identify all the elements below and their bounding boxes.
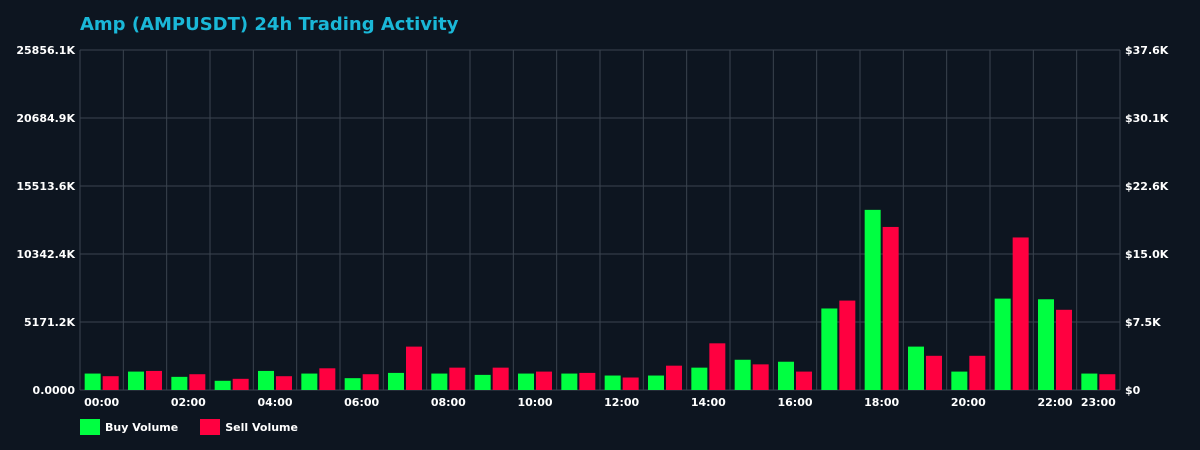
- bar-buy-volume: [84, 373, 101, 390]
- bar-sell-volume: [406, 346, 422, 390]
- bar-sell-volume: [709, 343, 726, 390]
- bar-sell-volume: [969, 355, 986, 390]
- y-right-tick-label: $0: [1125, 384, 1141, 397]
- bar-sell-volume: [752, 364, 769, 390]
- bar-sell-volume: [579, 372, 596, 390]
- x-tick-label: 16:00: [777, 396, 812, 409]
- bar-buy-volume: [908, 346, 924, 390]
- y-right-tick-label: $7.5K: [1125, 316, 1161, 329]
- bar-sell-volume: [1099, 374, 1116, 390]
- legend-swatch-buy: [80, 419, 100, 435]
- chart-title: Amp (AMPUSDT) 24h Trading Activity: [80, 14, 459, 35]
- x-tick-label: 12:00: [604, 396, 639, 409]
- bar-buy-volume: [474, 374, 491, 390]
- bar-sell-volume: [882, 226, 899, 390]
- bar-buy-volume: [864, 209, 881, 390]
- bar-buy-volume: [734, 359, 751, 390]
- bar-buy-volume: [604, 375, 621, 390]
- bar-buy-volume: [561, 373, 578, 390]
- bar-sell-volume: [189, 374, 206, 390]
- bar-buy-volume: [214, 380, 231, 390]
- bar-sell-volume: [666, 365, 682, 390]
- y-right-tick-label: $15.0K: [1125, 248, 1169, 261]
- bar-sell-volume: [232, 378, 249, 390]
- y-left-tick-label: 10342.4K: [16, 248, 75, 261]
- bar-buy-volume: [128, 371, 144, 390]
- bar-sell-volume: [1012, 237, 1029, 390]
- bar-sell-volume: [1056, 309, 1072, 390]
- bar-buy-volume: [821, 308, 838, 390]
- bar-sell-volume: [926, 355, 942, 390]
- legend-swatch-sell: [200, 419, 221, 435]
- bar-sell-volume: [362, 374, 379, 390]
- bar-buy-volume: [301, 373, 318, 390]
- x-tick-label: 23:00: [1081, 396, 1116, 409]
- y-right-tick-label: $30.1K: [1125, 112, 1169, 125]
- bar-buy-volume: [258, 370, 274, 390]
- bar-sell-volume: [276, 376, 292, 390]
- x-tick-label: 00:00: [84, 396, 119, 409]
- bar-buy-volume: [344, 378, 361, 390]
- bar-buy-volume: [994, 298, 1011, 390]
- x-tick-label: 02:00: [171, 396, 206, 409]
- y-left-tick-label: 15513.6K: [16, 180, 75, 193]
- bar-buy-volume: [1081, 373, 1098, 390]
- bar-sell-volume: [449, 367, 466, 390]
- bar-buy-volume: [648, 375, 664, 390]
- bar-sell-volume: [492, 367, 509, 390]
- bar-buy-volume: [518, 373, 534, 390]
- bar-buy-volume: [1038, 299, 1054, 390]
- x-tick-label: 18:00: [864, 396, 899, 409]
- legend-item-sell[interactable]: Sell Volume: [200, 419, 298, 435]
- x-tick-label: 14:00: [691, 396, 726, 409]
- y-right-tick-label: $37.6K: [1125, 44, 1169, 57]
- bar-buy-volume: [778, 361, 794, 390]
- y-left-tick-label: 5171.2K: [24, 316, 75, 329]
- bar-sell-volume: [146, 370, 162, 390]
- legend-item-buy[interactable]: Buy Volume: [80, 419, 178, 435]
- x-tick-label: 10:00: [517, 396, 552, 409]
- bar-buy-volume: [171, 376, 188, 390]
- bar-buy-volume: [431, 373, 448, 390]
- y-left-tick-label: 0.0000: [33, 384, 76, 397]
- bar-sell-volume: [796, 371, 812, 390]
- x-tick-label: 06:00: [344, 396, 379, 409]
- x-tick-label: 20:00: [951, 396, 986, 409]
- legend-label-sell: Sell Volume: [225, 420, 298, 434]
- bar-sell-volume: [622, 377, 639, 390]
- bar-sell-volume: [319, 368, 336, 390]
- y-left-tick-label: 20684.9K: [16, 112, 75, 125]
- bar-buy-volume: [951, 371, 968, 390]
- bar-buy-volume: [388, 372, 404, 390]
- bar-buy-volume: [691, 367, 708, 390]
- y-left-tick-label: 25856.1K: [16, 44, 75, 57]
- x-tick-label: 08:00: [431, 396, 466, 409]
- bar-sell-volume: [839, 300, 856, 390]
- y-right-tick-label: $22.6K: [1125, 180, 1169, 193]
- x-tick-label: 04:00: [257, 396, 292, 409]
- bar-sell-volume: [536, 371, 552, 390]
- legend-label-buy: Buy Volume: [105, 420, 179, 434]
- chart-legend: Buy Volume Sell Volume: [80, 419, 298, 435]
- bar-sell-volume: [102, 376, 119, 390]
- x-tick-label: 22:00: [1037, 396, 1072, 409]
